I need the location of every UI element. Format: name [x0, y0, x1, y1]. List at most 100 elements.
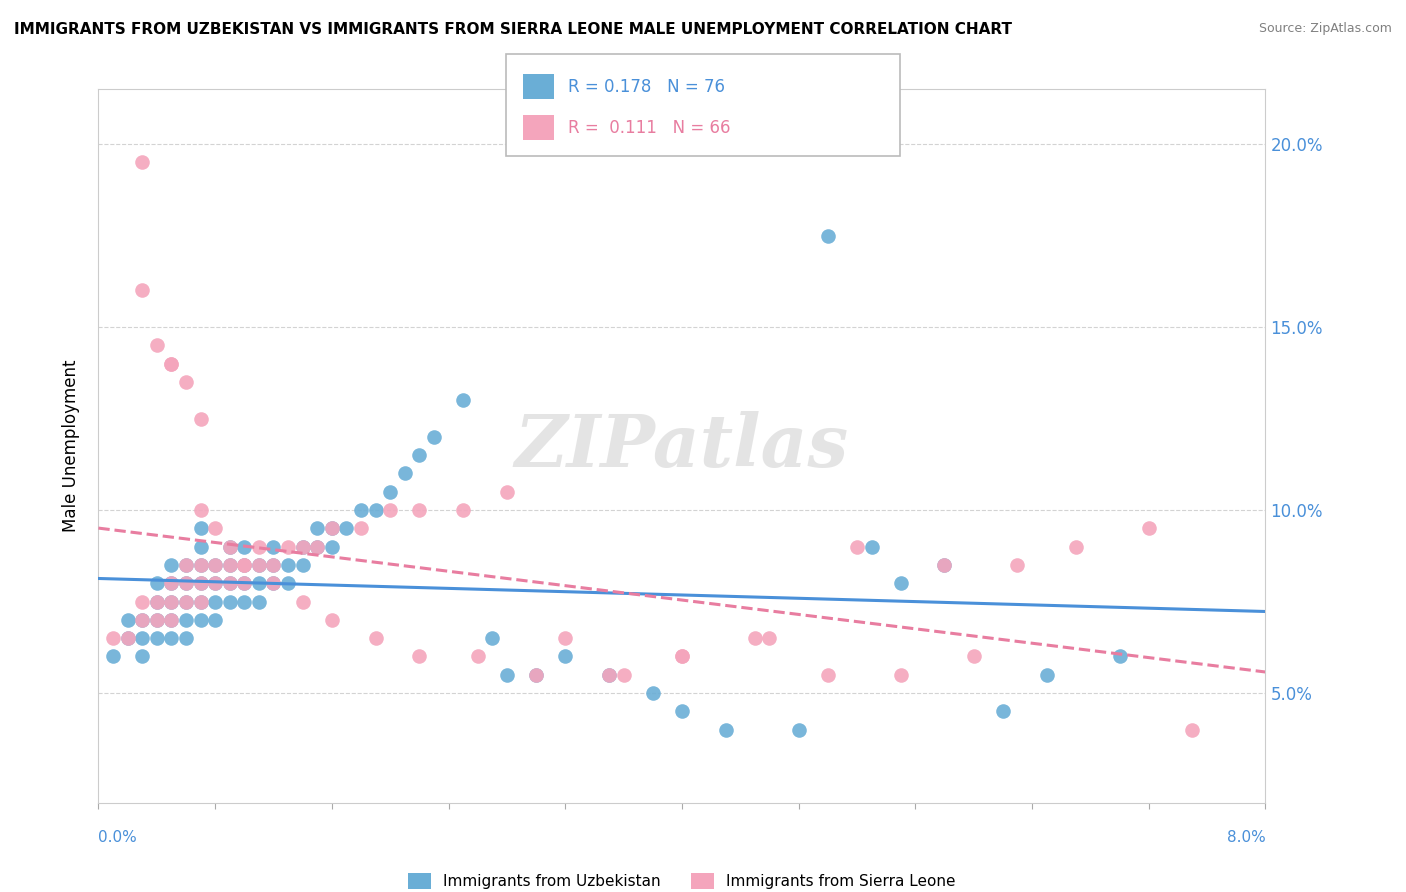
Point: [233, 558, 256, 572]
Point: [218, 540, 240, 554]
Point: [204, 558, 226, 572]
Text: IMMIGRANTS FROM UZBEKISTAN VS IMMIGRANTS FROM SIERRA LEONE MALE UNEMPLOYMENT COR: IMMIGRANTS FROM UZBEKISTAN VS IMMIGRANTS…: [14, 22, 1012, 37]
Point: [817, 667, 839, 681]
Point: [451, 393, 474, 408]
Point: [146, 613, 169, 627]
Point: [262, 576, 284, 591]
Point: [277, 558, 299, 572]
Point: [408, 649, 430, 664]
Point: [247, 558, 270, 572]
Point: [451, 503, 474, 517]
Point: [204, 558, 226, 572]
Point: [817, 228, 839, 243]
Point: [321, 613, 343, 627]
Point: [1007, 558, 1029, 572]
Point: [1108, 649, 1130, 664]
Point: [218, 576, 240, 591]
Legend: Immigrants from Uzbekistan, Immigrants from Sierra Leone: Immigrants from Uzbekistan, Immigrants f…: [402, 867, 962, 892]
Point: [204, 576, 226, 591]
Point: [671, 649, 693, 664]
Point: [146, 613, 169, 627]
Point: [204, 576, 226, 591]
Point: [174, 375, 197, 389]
Point: [291, 594, 314, 608]
Point: [846, 540, 869, 554]
Point: [117, 613, 139, 627]
Point: [247, 576, 270, 591]
Point: [408, 503, 430, 517]
Point: [1181, 723, 1204, 737]
Point: [307, 540, 329, 554]
Point: [350, 503, 373, 517]
Point: [218, 594, 240, 608]
Point: [247, 540, 270, 554]
Point: [117, 631, 139, 645]
Point: [554, 631, 576, 645]
Point: [496, 667, 519, 681]
Point: [190, 613, 212, 627]
Point: [598, 667, 620, 681]
Point: [174, 558, 197, 572]
Point: [174, 613, 197, 627]
Point: [247, 594, 270, 608]
Point: [131, 594, 153, 608]
Point: [190, 540, 212, 554]
Point: [378, 484, 402, 499]
Point: [174, 576, 197, 591]
Point: [233, 576, 256, 591]
Point: [160, 357, 183, 371]
Point: [174, 576, 197, 591]
Point: [1137, 521, 1160, 535]
Point: [146, 576, 169, 591]
Point: [641, 686, 664, 700]
Point: [890, 667, 912, 681]
Point: [598, 667, 620, 681]
Point: [262, 558, 284, 572]
Point: [131, 155, 153, 169]
Point: [481, 631, 503, 645]
Point: [671, 649, 693, 664]
Point: [204, 594, 226, 608]
Point: [146, 594, 169, 608]
Point: [307, 521, 329, 535]
Point: [190, 503, 212, 517]
Point: [787, 723, 810, 737]
Point: [146, 338, 169, 352]
Point: [190, 558, 212, 572]
Point: [744, 631, 766, 645]
Point: [160, 576, 183, 591]
Point: [291, 540, 314, 554]
Point: [233, 558, 256, 572]
Point: [117, 631, 139, 645]
Point: [160, 594, 183, 608]
Point: [321, 540, 343, 554]
Point: [160, 631, 183, 645]
Point: [101, 631, 124, 645]
Point: [160, 594, 183, 608]
Point: [423, 430, 446, 444]
Point: [364, 503, 387, 517]
Text: ZIPatlas: ZIPatlas: [515, 410, 849, 482]
Point: [131, 284, 153, 298]
Point: [233, 576, 256, 591]
Point: [160, 613, 183, 627]
Point: [218, 540, 240, 554]
Point: [101, 649, 124, 664]
Point: [408, 448, 430, 462]
Point: [204, 613, 226, 627]
Point: [190, 558, 212, 572]
Point: [146, 594, 169, 608]
Point: [190, 576, 212, 591]
Point: [860, 540, 883, 554]
Point: [204, 521, 226, 535]
Point: [714, 723, 737, 737]
Point: [174, 558, 197, 572]
Text: Source: ZipAtlas.com: Source: ZipAtlas.com: [1258, 22, 1392, 36]
Point: [233, 540, 256, 554]
Point: [174, 594, 197, 608]
Point: [190, 594, 212, 608]
Point: [321, 521, 343, 535]
Point: [218, 576, 240, 591]
Point: [277, 576, 299, 591]
Text: 8.0%: 8.0%: [1226, 830, 1265, 845]
